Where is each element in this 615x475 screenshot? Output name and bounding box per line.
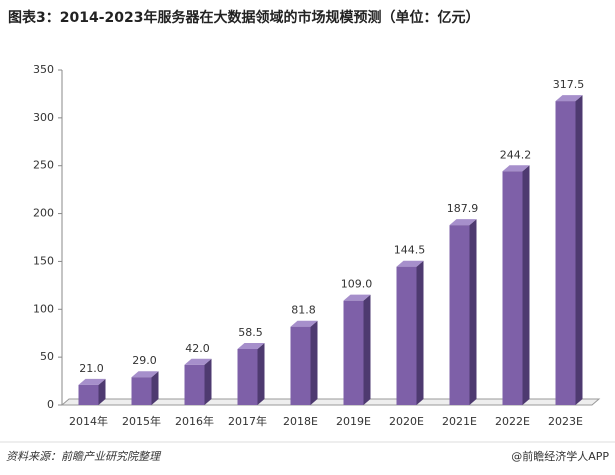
bar-top xyxy=(343,294,371,301)
y-tick-label: 300 xyxy=(33,111,54,124)
bar xyxy=(184,364,205,405)
bar-top xyxy=(396,260,424,267)
bar-side xyxy=(204,358,212,405)
value-label: 58.5 xyxy=(238,326,263,339)
x-tick-label: 2020E xyxy=(389,415,424,428)
bar xyxy=(449,225,470,405)
credit: @前瞻经济学人APP xyxy=(511,449,609,463)
y-tick-label: 350 xyxy=(33,63,54,76)
bar-top xyxy=(78,378,106,385)
bar-top xyxy=(184,358,212,365)
value-label: 144.5 xyxy=(394,244,426,257)
x-tick-label: 2016年 xyxy=(175,414,214,428)
bar-side xyxy=(363,294,371,405)
value-label: 317.5 xyxy=(553,78,585,91)
bar xyxy=(343,300,364,405)
bar xyxy=(237,349,258,405)
bar-top xyxy=(449,219,477,226)
x-tick-label: 2014年 xyxy=(69,414,108,428)
x-tick-label: 2017年 xyxy=(228,414,267,428)
y-tick-label: 50 xyxy=(40,350,54,363)
bar xyxy=(396,266,417,405)
bar xyxy=(290,326,311,405)
y-tick-label: 150 xyxy=(33,254,54,267)
value-label: 187.9 xyxy=(447,202,479,215)
value-label: 21.0 xyxy=(79,362,104,375)
bar xyxy=(78,384,99,405)
bar-side xyxy=(416,260,424,405)
x-tick-label: 2015年 xyxy=(122,414,161,428)
value-label: 29.0 xyxy=(132,354,157,367)
value-label: 109.0 xyxy=(341,278,373,291)
bar-top xyxy=(502,165,530,172)
bar xyxy=(502,171,523,405)
bar-side xyxy=(98,378,106,405)
x-tick-label: 2021E xyxy=(442,415,477,428)
x-tick-label: 2018E xyxy=(283,415,318,428)
value-label: 81.8 xyxy=(291,304,316,317)
bar-top xyxy=(237,343,265,350)
value-label: 244.2 xyxy=(500,148,532,161)
bar-side xyxy=(469,219,477,405)
bar-side xyxy=(151,371,159,405)
bar-side xyxy=(575,95,583,405)
value-label: 42.0 xyxy=(185,342,210,355)
source: 资料来源：前瞻产业研究院整理 xyxy=(6,450,162,463)
y-tick-label: 100 xyxy=(33,302,54,315)
y-tick-label: 250 xyxy=(33,159,54,172)
y-tick-label: 0 xyxy=(47,398,54,411)
bar-top xyxy=(290,320,318,327)
chart-title: 图表3：2014-2023年服务器在大数据领域的市场规模预测（单位：亿元） xyxy=(8,9,479,26)
bar-side xyxy=(522,165,530,405)
bar xyxy=(555,101,576,405)
y-tick-label: 200 xyxy=(33,207,54,220)
x-tick-label: 2022E xyxy=(495,415,530,428)
bar-top xyxy=(555,95,583,102)
x-tick-label: 2019E xyxy=(336,415,371,428)
bar-side xyxy=(257,343,265,405)
bar-side xyxy=(310,320,318,405)
x-tick-label: 2023E xyxy=(548,415,583,428)
bar-top xyxy=(131,371,159,378)
bar xyxy=(131,377,152,405)
